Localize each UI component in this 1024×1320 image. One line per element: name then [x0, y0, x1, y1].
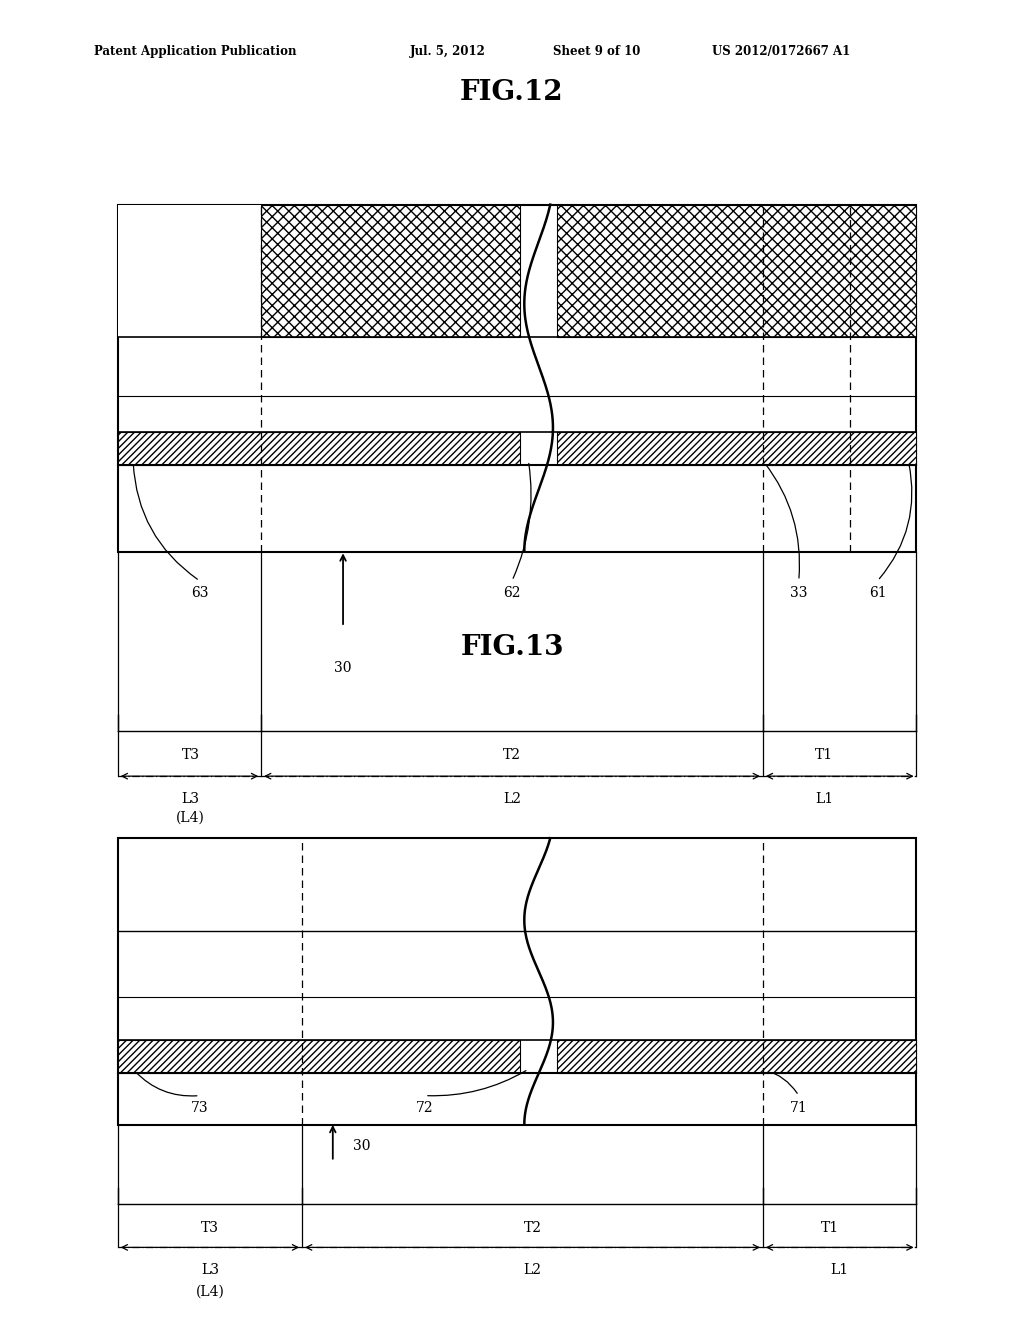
Bar: [118, 838, 916, 1125]
Text: Jul. 5, 2012: Jul. 5, 2012: [410, 45, 485, 58]
Text: 73: 73: [190, 1101, 209, 1115]
Text: 30: 30: [334, 661, 352, 676]
Bar: [118, 205, 261, 337]
Text: 61: 61: [868, 586, 887, 601]
Text: 62: 62: [503, 586, 521, 601]
Text: FIG.12: FIG.12: [460, 79, 564, 106]
Text: L2: L2: [523, 1263, 542, 1278]
Bar: [557, 1040, 916, 1073]
Bar: [557, 432, 916, 465]
Text: L3: L3: [201, 1263, 219, 1278]
Text: 71: 71: [790, 1101, 808, 1115]
Bar: [261, 205, 520, 337]
Text: L1: L1: [815, 792, 834, 807]
Text: 63: 63: [190, 586, 209, 601]
Text: T3: T3: [201, 1221, 219, 1236]
Bar: [557, 205, 916, 337]
Text: T2: T2: [523, 1221, 542, 1236]
Bar: [118, 432, 520, 465]
Text: 30: 30: [353, 1139, 371, 1154]
Text: 33: 33: [790, 586, 808, 601]
Text: L1: L1: [830, 1263, 849, 1278]
Text: Patent Application Publication: Patent Application Publication: [94, 45, 297, 58]
Text: Sheet 9 of 10: Sheet 9 of 10: [553, 45, 640, 58]
Text: (L4): (L4): [176, 810, 205, 825]
Text: (L4): (L4): [196, 1284, 224, 1299]
Bar: [118, 1040, 520, 1073]
Text: 72: 72: [416, 1101, 434, 1115]
Bar: [118, 205, 916, 552]
Text: L2: L2: [503, 792, 521, 807]
Text: T2: T2: [503, 748, 521, 763]
Text: US 2012/0172667 A1: US 2012/0172667 A1: [712, 45, 850, 58]
Text: T1: T1: [815, 748, 834, 763]
Text: T3: T3: [181, 748, 200, 763]
Text: T1: T1: [820, 1221, 839, 1236]
Text: L3: L3: [181, 792, 200, 807]
Text: FIG.13: FIG.13: [460, 634, 564, 660]
